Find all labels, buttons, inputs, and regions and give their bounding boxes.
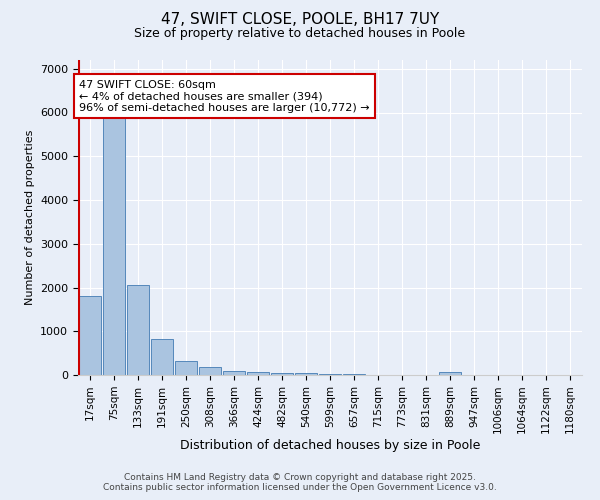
Bar: [127, 286, 149, 375]
Text: 47 SWIFT CLOSE: 60sqm
← 4% of detached houses are smaller (394)
96% of semi-deta: 47 SWIFT CLOSE: 60sqm ← 4% of detached h…: [79, 80, 370, 113]
Bar: [79, 296, 101, 375]
Y-axis label: Number of detached properties: Number of detached properties: [25, 130, 35, 305]
Bar: [247, 372, 269, 375]
Bar: [223, 370, 245, 375]
Bar: [151, 338, 173, 375]
Bar: [439, 372, 461, 375]
Text: Contains HM Land Registry data © Crown copyright and database right 2025.
Contai: Contains HM Land Registry data © Crown c…: [103, 473, 497, 492]
X-axis label: Distribution of detached houses by size in Poole: Distribution of detached houses by size …: [180, 439, 480, 452]
Bar: [199, 368, 221, 375]
Bar: [319, 374, 341, 375]
Bar: [103, 117, 125, 375]
Bar: [295, 373, 317, 375]
Bar: [271, 373, 293, 375]
Text: 47, SWIFT CLOSE, POOLE, BH17 7UY: 47, SWIFT CLOSE, POOLE, BH17 7UY: [161, 12, 439, 28]
Text: Size of property relative to detached houses in Poole: Size of property relative to detached ho…: [134, 28, 466, 40]
Bar: [175, 361, 197, 375]
Bar: [343, 374, 365, 375]
